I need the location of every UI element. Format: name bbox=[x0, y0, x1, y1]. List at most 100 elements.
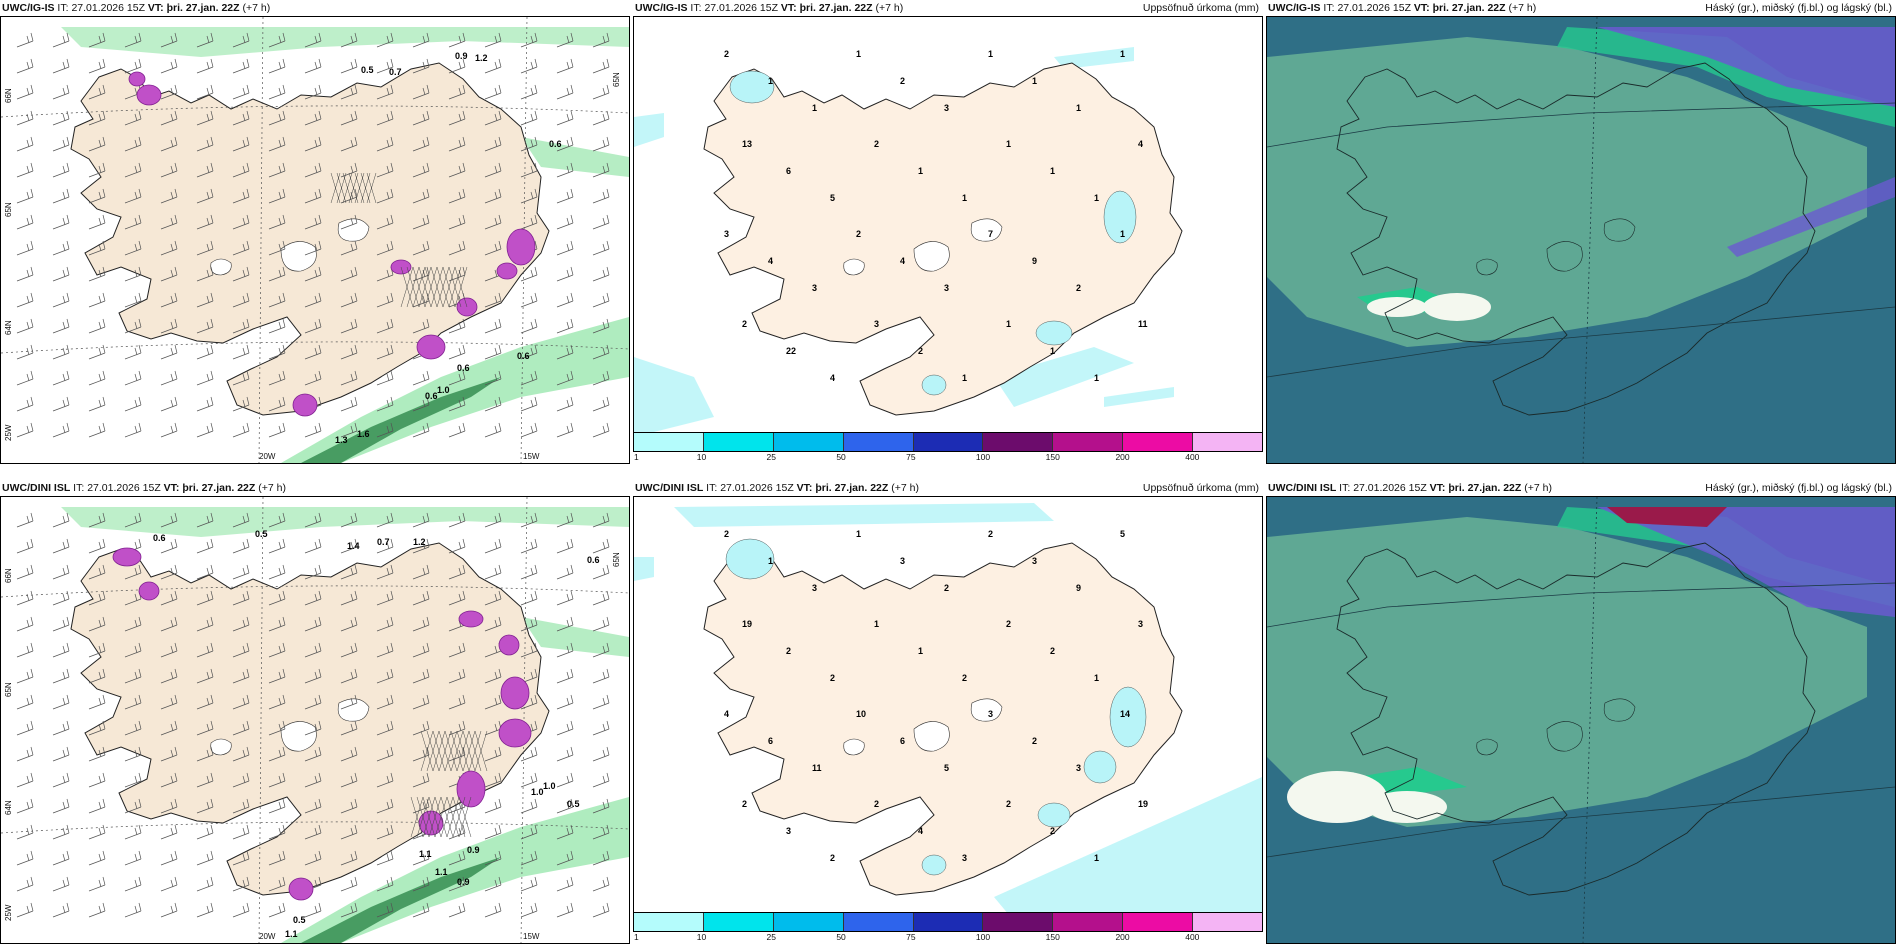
map-canvas[interactable] bbox=[1266, 16, 1896, 464]
wind-barb bbox=[196, 694, 214, 710]
wind-barb bbox=[88, 58, 106, 74]
wind-barb bbox=[520, 396, 538, 412]
snow-area bbox=[292, 393, 318, 417]
precip-value: 2 bbox=[1050, 646, 1055, 656]
wind-barb bbox=[484, 58, 502, 74]
wind-barb bbox=[556, 292, 574, 308]
wind-barb bbox=[196, 798, 214, 814]
wind-barb bbox=[484, 512, 502, 528]
panel-field-title: Uppsöfnuð úrkoma (mm) bbox=[1142, 2, 1259, 14]
axis-label: 65N bbox=[612, 552, 621, 567]
wind-barb bbox=[196, 642, 214, 658]
wind-barb bbox=[16, 84, 34, 100]
panel-title: UWC/DINI ISL IT: 27.01.2026 15Z VT: þri.… bbox=[2, 482, 286, 494]
wind-barb bbox=[52, 876, 70, 892]
precip-value: 2 bbox=[1050, 826, 1055, 836]
colorbar-tick: 75 bbox=[906, 452, 916, 462]
precip-area bbox=[1109, 686, 1147, 748]
contour-label: 0.9 bbox=[457, 877, 470, 887]
wind-barb bbox=[88, 344, 106, 360]
wind-barb bbox=[52, 422, 70, 438]
cloud-bright bbox=[1367, 791, 1447, 823]
wind-barb bbox=[484, 240, 502, 256]
wind-barb bbox=[412, 188, 430, 204]
wind-barb bbox=[196, 32, 214, 48]
wind-barb bbox=[196, 616, 214, 632]
wind-barb bbox=[340, 746, 358, 762]
wind-barb bbox=[52, 162, 70, 178]
wind-barb bbox=[448, 422, 466, 438]
precip-value: 4 bbox=[724, 709, 729, 719]
map-canvas[interactable]: 2 1 1 1 2 3 1 1 1 1 13 6 5 2 1 1 1 1 1 4 3 4 3 2 4 3 7 9 2 1 2 22 4 3 2 1 1 1… bbox=[633, 16, 1263, 442]
precip-value: 1 bbox=[1076, 103, 1081, 113]
wind-barb bbox=[124, 902, 142, 918]
wind-barb bbox=[484, 162, 502, 178]
wind-barb bbox=[592, 512, 610, 528]
wind-barb bbox=[196, 590, 214, 606]
wind-barb bbox=[268, 162, 286, 178]
wind-barb bbox=[124, 824, 142, 840]
wind-barb bbox=[232, 58, 250, 74]
wind-barb bbox=[592, 32, 610, 48]
wind-barb bbox=[412, 32, 430, 48]
wind-barb bbox=[376, 344, 394, 360]
panel-ig-cloud: UWC/IG-IS IT: 27.01.2026 15Z VT: þri. 27… bbox=[1266, 0, 1896, 470]
wind-snow-map: 0.5 0.70.9 1.20.60.60.60.61.01.31.666N65N6… bbox=[1, 17, 629, 463]
wind-barb bbox=[376, 422, 394, 438]
contour-label: 1.0 bbox=[437, 385, 450, 395]
map-canvas[interactable]: 0.6 0.5 1.4 0.7 1.2 0.6 1.0 1.0 0.5 1.1 0.9 0.9 1.1 0… bbox=[0, 496, 630, 944]
wind-barb bbox=[232, 720, 250, 736]
wind-barb bbox=[88, 590, 106, 606]
wind-barb bbox=[124, 396, 142, 412]
colorbar-swatch bbox=[983, 433, 1054, 451]
wind-barb bbox=[556, 564, 574, 580]
wind-barb bbox=[196, 136, 214, 152]
wind-barb bbox=[160, 396, 178, 412]
wind-barb bbox=[412, 642, 430, 658]
snow-area bbox=[506, 228, 536, 266]
wind-barb bbox=[592, 344, 610, 360]
wind-barb bbox=[520, 266, 538, 282]
wind-barb bbox=[196, 318, 214, 334]
wind-barb bbox=[340, 84, 358, 100]
wind-barb bbox=[160, 58, 178, 74]
wind-barb bbox=[16, 240, 34, 256]
wind-barb bbox=[484, 32, 502, 48]
wind-barb bbox=[16, 344, 34, 360]
precip-value: 3 bbox=[944, 103, 949, 113]
wind-barb bbox=[448, 746, 466, 762]
wind-barb bbox=[484, 772, 502, 788]
wind-barb bbox=[412, 136, 430, 152]
map-canvas[interactable]: 2 1 3 1 3 2 2 3 9 5 19 2 2 1 1 2 2 2 1 3 4 6 11 10 6 5 3 2 3 14 2 3 2 2 4 3… bbox=[633, 496, 1263, 922]
wind-barb bbox=[88, 876, 106, 892]
wind-barb bbox=[268, 564, 286, 580]
wind-barb bbox=[304, 136, 322, 152]
wind-barb bbox=[376, 668, 394, 684]
wind-barb bbox=[412, 266, 430, 282]
map-canvas[interactable]: 0.5 0.7 0.9 1.2 0.6 0.6 0.6 0.6 1.0 1.3 1.6 66N 65N 6… bbox=[0, 16, 630, 464]
precip-colorbar bbox=[633, 432, 1263, 452]
wind-barb bbox=[412, 772, 430, 788]
wind-barb bbox=[304, 564, 322, 580]
wind-barb bbox=[16, 188, 34, 204]
wind-barb bbox=[232, 642, 250, 658]
wind-barb bbox=[88, 720, 106, 736]
wind-barb bbox=[268, 422, 286, 438]
wind-barb bbox=[412, 746, 430, 762]
wind-barb bbox=[448, 824, 466, 840]
snow-area bbox=[112, 547, 142, 567]
precip-value: 2 bbox=[742, 319, 747, 329]
wind-barb bbox=[592, 746, 610, 762]
precip-value: 1 bbox=[768, 76, 773, 86]
map-canvas[interactable] bbox=[1266, 496, 1896, 944]
wind-barb bbox=[376, 564, 394, 580]
wind-barb bbox=[268, 188, 286, 204]
wind-barb bbox=[592, 58, 610, 74]
wind-barb bbox=[196, 84, 214, 100]
precip-value: 3 bbox=[812, 583, 817, 593]
precip-value: 10 bbox=[856, 709, 866, 719]
wind-barb bbox=[592, 240, 610, 256]
wind-barb bbox=[88, 318, 106, 334]
wind-barb bbox=[484, 616, 502, 632]
contour-label: 1.2 bbox=[413, 537, 426, 547]
